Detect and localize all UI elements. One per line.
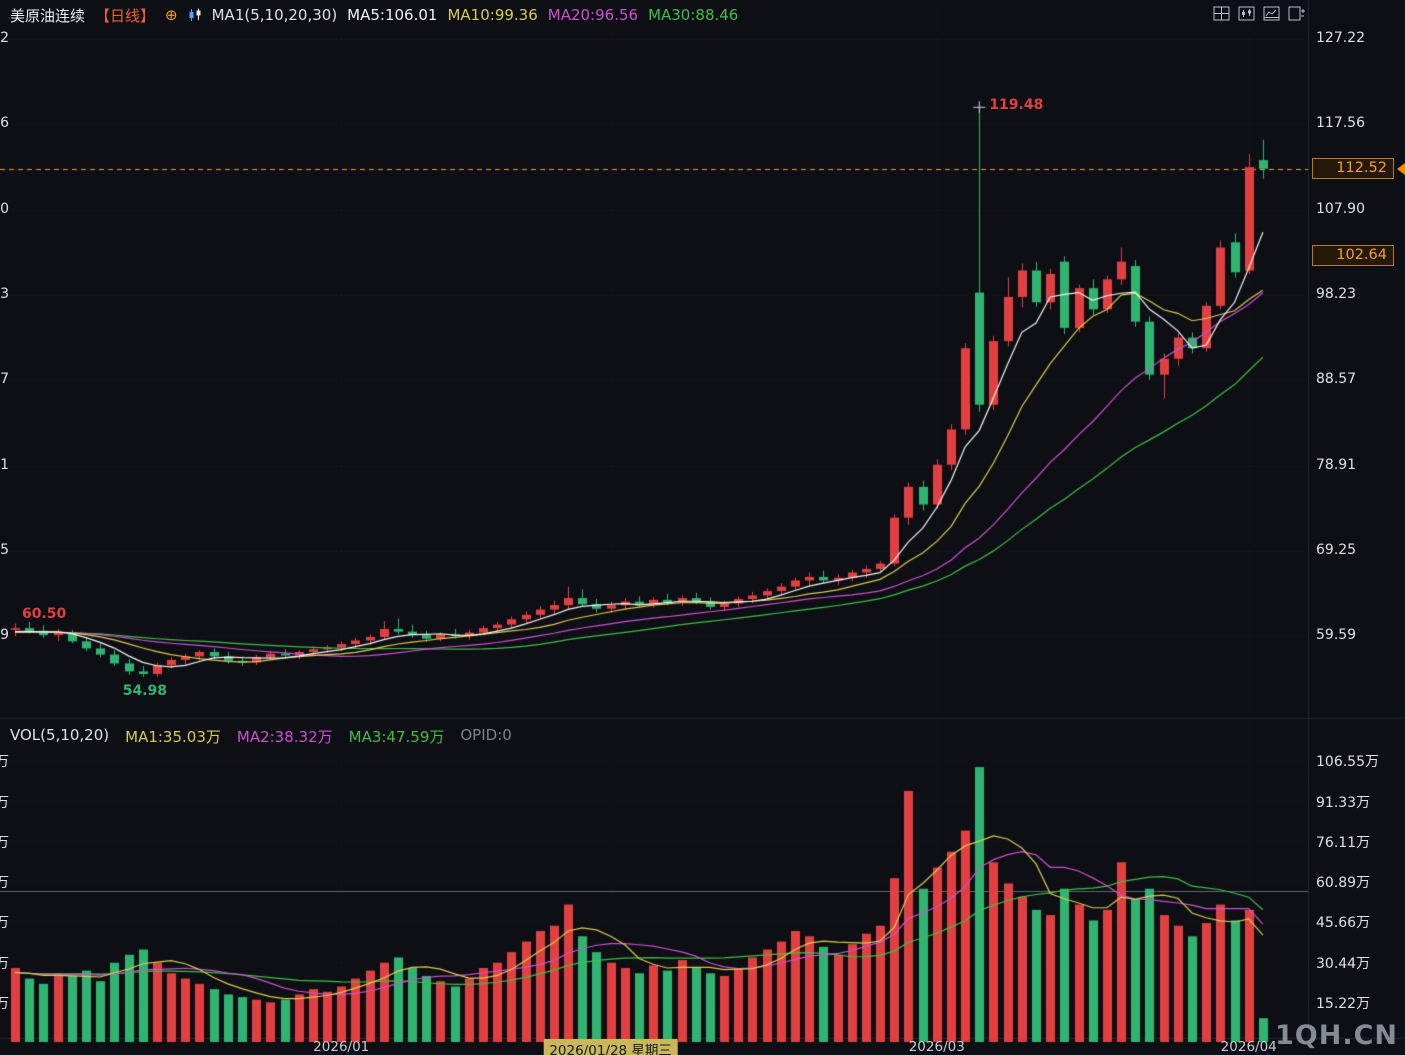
volume-axis-label: 106.55万 <box>1316 754 1379 771</box>
prev-close-tag: 102.64 <box>1312 245 1394 266</box>
clipped-axis-label: 30.44万 <box>0 955 9 972</box>
price-axis-label: 78.91 <box>1316 456 1357 473</box>
vol-ma1-value: MA1:35.03万 <box>125 728 221 746</box>
open-price-annotation: 60.50 <box>22 606 67 623</box>
price-axis-label: 127.22 <box>1316 29 1365 46</box>
clipped-axis-label: 106.55万 <box>0 754 9 771</box>
opid-value: OPID:0 <box>460 726 512 744</box>
pane-indicator-icon[interactable] <box>1263 6 1280 21</box>
ma5-value: MA5:106.01 <box>347 6 438 24</box>
price-axis-label: 59.59 <box>1316 627 1357 644</box>
ma30-value: MA30:88.46 <box>648 6 739 24</box>
clipped-axis-label: 76.11万 <box>0 834 9 851</box>
vol-ma3-value: MA3:47.59万 <box>348 728 445 746</box>
clipped-axis-label: 98.23 <box>0 285 9 302</box>
vol-indicator-label[interactable]: VOL(5,10,20) <box>10 726 110 744</box>
pane-add-icon[interactable] <box>1288 6 1305 21</box>
clipped-axis-label: 107.90 <box>0 200 9 217</box>
clipped-axis-label: 45.66万 <box>0 915 9 932</box>
volume-axis-label: 76.11万 <box>1316 834 1371 851</box>
ma20-value: MA20:96.56 <box>547 6 639 24</box>
pane-kline-icon[interactable] <box>1238 6 1255 21</box>
price-axis-label: 107.90 <box>1316 200 1365 217</box>
period-tag[interactable]: 【日线】 <box>95 6 156 25</box>
price-axis-label: 88.57 <box>1316 371 1357 388</box>
volume-header: VOL(5,10,20) MA1:35.03万 MA2:38.32万 MA3:4… <box>10 726 512 747</box>
volume-axis-label: 15.22万 <box>1316 995 1371 1012</box>
low-price-annotation: 54.98 <box>122 682 167 699</box>
volume-axis-label: 91.33万 <box>1316 794 1371 811</box>
volume-axis-label: 45.66万 <box>1316 915 1371 932</box>
price-axis-label: 69.25 <box>1316 541 1357 558</box>
volume-axis-label: 60.89万 <box>1316 875 1371 892</box>
time-axis[interactable]: 2026/01 2026/01/28 星期三 2026/03 2026/04 <box>0 1038 1405 1055</box>
pane-grid-icon[interactable] <box>1213 6 1230 21</box>
vol-ma2-value: MA2:38.32万 <box>236 728 333 746</box>
watermark: 1QH.CN <box>1274 1020 1398 1051</box>
price-axis-label: 117.56 <box>1316 115 1365 132</box>
clipped-axis-label: 69.25 <box>0 541 9 558</box>
price-axis-label: 98.23 <box>1316 285 1357 302</box>
chart-header: 美原油连续 【日线】 ⊕ MA1(5,10,20,30) MA5:106.01 … <box>0 0 1405 30</box>
clipped-axis-label: 91.33万 <box>0 794 9 811</box>
clipped-axis-label: 15.22万 <box>0 995 9 1012</box>
clipped-axis-label: 117.56 <box>0 115 9 132</box>
circle-plus-icon[interactable]: ⊕ <box>165 6 178 24</box>
last-price-tag: 112.52 <box>1312 157 1394 179</box>
last-price-edge-marker <box>1397 162 1405 175</box>
symbol-title[interactable]: 美原油连续 <box>10 6 86 25</box>
clipped-axis-label: 88.57 <box>0 371 9 388</box>
clipped-axis-label: 59.59 <box>0 627 9 644</box>
clipped-axis-label: 78.91 <box>0 456 9 473</box>
volume-axis-label: 30.44万 <box>1316 955 1371 972</box>
clipped-axis-label: 127.22 <box>0 29 9 46</box>
ma-settings-label[interactable]: MA1(5,10,20,30) <box>211 6 338 24</box>
time-axis-label: 2026/04 <box>1220 1039 1277 1055</box>
ma10-value: MA10:99.36 <box>447 6 538 24</box>
time-axis-label: 2026/01 <box>313 1039 370 1055</box>
high-price-annotation: 119.48 <box>989 97 1044 114</box>
selected-date-label: 2026/01/28 星期三 <box>543 1039 678 1055</box>
candlestick-mini-icon[interactable] <box>188 8 202 22</box>
time-axis-label: 2026/03 <box>908 1039 965 1055</box>
clipped-axis-label: 60.89万 <box>0 875 9 892</box>
window-toolbar <box>1213 6 1305 21</box>
